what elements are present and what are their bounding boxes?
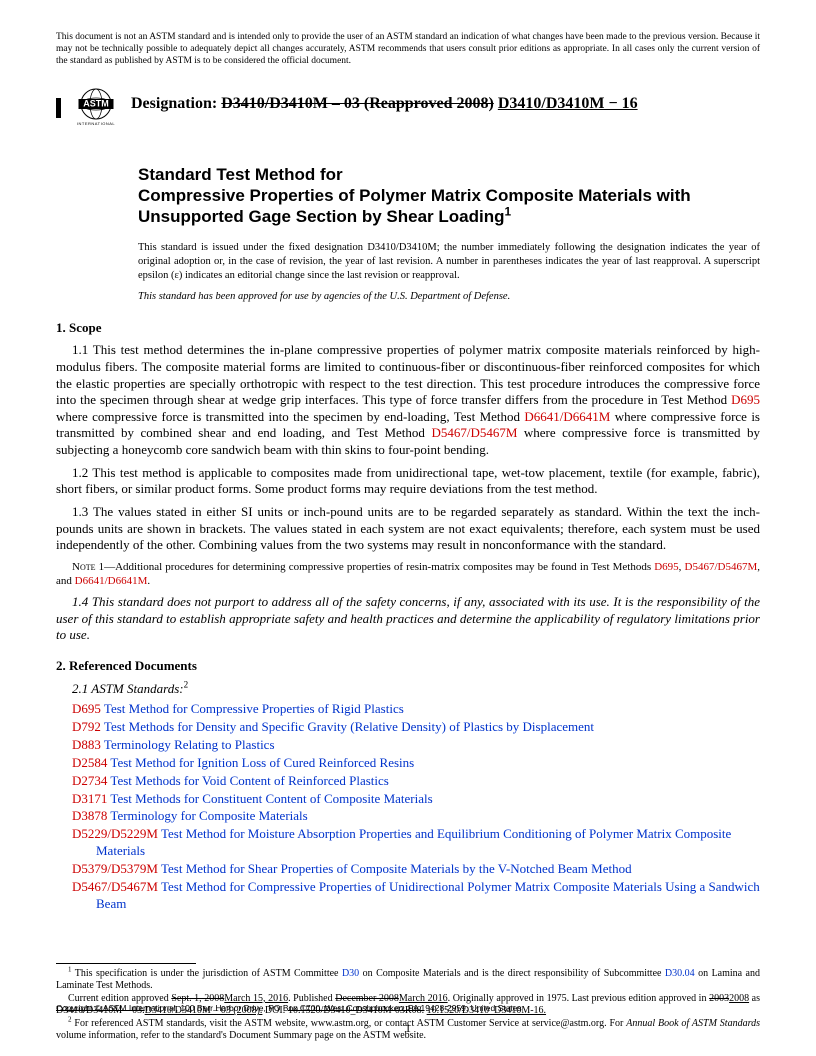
reference-item: D3878 Terminology for Composite Material… — [56, 808, 760, 825]
reference-code-link[interactable]: D5467/D5467M — [72, 879, 158, 894]
designation-new: D3410/D3410M − 16 — [498, 95, 638, 112]
link-d3004[interactable]: D30.04 — [665, 968, 695, 979]
designation-label: Designation: — [131, 95, 217, 112]
reference-item: D883 Terminology Relating to Plastics — [56, 737, 760, 754]
link-d6641[interactable]: D6641/D6641M — [524, 409, 610, 424]
reference-item: D2734 Test Methods for Void Content of R… — [56, 773, 760, 790]
para-1-1: 1.1 This test method determines the in-p… — [56, 342, 760, 458]
copyright-line: Copyright © ASTM International, 100 Barr… — [56, 1003, 522, 1014]
reference-item: D5379/D5379M Test Method for Shear Prope… — [56, 861, 760, 878]
reference-title-link[interactable]: Test Methods for Density and Specific Gr… — [101, 719, 594, 734]
link-d30[interactable]: D30 — [342, 968, 359, 979]
svg-text:ASTM: ASTM — [83, 98, 109, 108]
page-number: 1 — [0, 1021, 816, 1036]
link-d695-n[interactable]: D695 — [654, 561, 678, 573]
reference-code-link[interactable]: D3878 — [72, 808, 107, 823]
reference-code-link[interactable]: D5229/D5229M — [72, 826, 158, 841]
reference-title-link[interactable]: Terminology for Composite Materials — [107, 808, 307, 823]
reference-code-link[interactable]: D695 — [72, 701, 101, 716]
change-bar-icon — [56, 98, 61, 118]
reference-title-link[interactable]: Terminology Relating to Plastics — [101, 737, 275, 752]
designation-old: D3410/D3410M – 03 (Reapproved 2008) — [221, 95, 494, 112]
link-d6641-n[interactable]: D6641/D6641M — [75, 575, 148, 587]
reference-code-link[interactable]: D2584 — [72, 755, 107, 770]
reference-title-link[interactable]: Test Method for Compressive Properties o… — [96, 879, 760, 911]
scope-heading: 1. Scope — [56, 320, 760, 337]
reference-item: D2584 Test Method for Ignition Loss of C… — [56, 755, 760, 772]
reference-code-link[interactable]: D3171 — [72, 791, 107, 806]
reference-item: D792 Test Methods for Density and Specif… — [56, 719, 760, 736]
reference-item: D5229/D5229M Test Method for Moisture Ab… — [56, 826, 760, 860]
footnote-1: 1 This specification is under the jurisd… — [56, 968, 760, 993]
para-1-4: 1.4 This standard does not purport to ad… — [56, 594, 760, 644]
link-d5467-n[interactable]: D5467/D5467M — [685, 561, 758, 573]
reference-item: D695 Test Method for Compressive Propert… — [56, 701, 760, 718]
reference-code-link[interactable]: D5379/D5379M — [72, 861, 158, 876]
issued-note: This standard is issued under the fixed … — [138, 241, 760, 282]
refdocs-heading: 2. Referenced Documents — [56, 658, 760, 675]
link-d5467[interactable]: D5467/D5467M — [431, 425, 517, 440]
document-title: Standard Test Method for Compressive Pro… — [138, 164, 760, 228]
reference-title-link[interactable]: Test Method for Moisture Absorption Prop… — [96, 826, 731, 858]
svg-text:INTERNATIONAL: INTERNATIONAL — [77, 121, 115, 126]
astm-logo-icon: ASTM INTERNATIONAL — [71, 84, 121, 134]
reference-title-link[interactable]: Test Method for Ignition Loss of Cured R… — [107, 755, 414, 770]
astm-standards-subhead: 2.1 ASTM Standards:2 — [56, 681, 760, 698]
designation-header: ASTM INTERNATIONAL Designation: D3410/D3… — [56, 84, 760, 134]
para-1-3: 1.3 The values stated in either SI units… — [56, 504, 760, 554]
reference-item: D5467/D5467M Test Method for Compressive… — [56, 879, 760, 913]
footnote-rule — [56, 963, 196, 964]
reference-code-link[interactable]: D883 — [72, 737, 101, 752]
dod-approval-note: This standard has been approved for use … — [138, 290, 760, 303]
reference-title-link[interactable]: Test Methods for Constituent Content of … — [107, 791, 432, 806]
reference-code-link[interactable]: D792 — [72, 719, 101, 734]
reference-list: D695 Test Method for Compressive Propert… — [56, 701, 760, 913]
reference-title-link[interactable]: Test Method for Compressive Properties o… — [101, 701, 404, 716]
note-1: Note 1—Additional procedures for determi… — [56, 560, 760, 588]
reference-title-link[interactable]: Test Methods for Void Content of Reinfor… — [107, 773, 388, 788]
para-1-2: 1.2 This test method is applicable to co… — [56, 465, 760, 498]
title-block: Standard Test Method for Compressive Pro… — [138, 164, 760, 304]
reference-item: D3171 Test Methods for Constituent Conte… — [56, 791, 760, 808]
disclaimer-text: This document is not an ASTM standard an… — [56, 32, 760, 68]
designation-line: Designation: D3410/D3410M – 03 (Reapprov… — [131, 94, 638, 114]
link-d695[interactable]: D695 — [731, 392, 760, 407]
reference-title-link[interactable]: Test Method for Shear Properties of Comp… — [158, 861, 632, 876]
reference-code-link[interactable]: D2734 — [72, 773, 107, 788]
